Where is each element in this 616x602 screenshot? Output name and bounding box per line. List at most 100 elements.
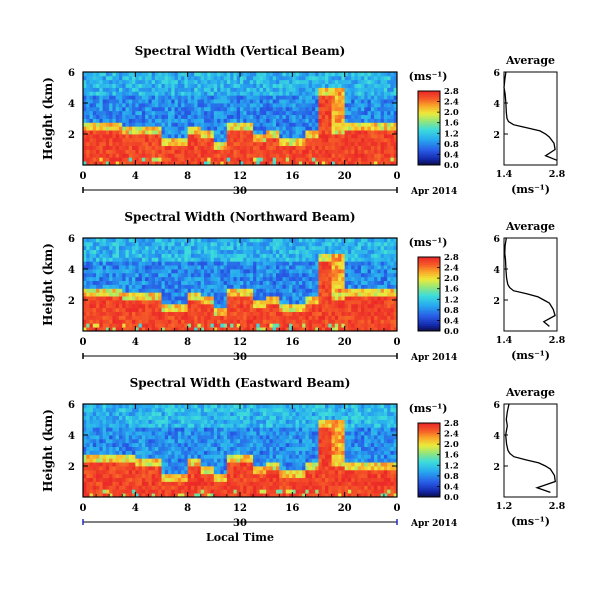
heatmap-cell bbox=[237, 138, 241, 142]
heatmap-cell bbox=[191, 91, 195, 95]
heatmap-cell bbox=[220, 288, 224, 292]
heatmap-cell bbox=[263, 107, 267, 111]
heatmap-cell bbox=[90, 316, 94, 320]
heatmap-cell bbox=[184, 138, 188, 142]
heatmap-cell bbox=[250, 157, 254, 161]
heatmap-cell bbox=[319, 99, 323, 103]
heatmap-cell bbox=[266, 242, 270, 246]
heatmap-cell bbox=[296, 316, 300, 320]
heatmap-cell bbox=[214, 257, 218, 261]
heatmap-cell bbox=[194, 157, 198, 161]
heatmap-cell bbox=[332, 84, 336, 88]
heatmap-cell bbox=[93, 412, 97, 416]
heatmap-cell bbox=[217, 316, 221, 320]
heatmap-cell bbox=[296, 95, 300, 99]
heatmap-cell bbox=[129, 72, 133, 76]
heatmap-cell bbox=[112, 95, 116, 99]
heatmap-cell bbox=[243, 122, 247, 126]
heatmap-cell bbox=[390, 76, 394, 80]
heatmap-cell bbox=[116, 72, 120, 76]
heatmap-cell bbox=[93, 435, 97, 439]
heatmap-cell bbox=[165, 265, 169, 269]
heatmap-cell bbox=[332, 72, 336, 76]
heatmap-cell bbox=[211, 138, 215, 142]
heatmap-cell bbox=[188, 281, 192, 285]
heatmap-cell bbox=[283, 103, 287, 107]
heatmap-cell bbox=[139, 304, 143, 308]
heatmap-cell bbox=[93, 250, 97, 254]
heatmap-cell bbox=[384, 296, 388, 300]
heatmap-cell bbox=[296, 250, 300, 254]
heatmap-cell bbox=[214, 99, 218, 103]
date-label: 30 bbox=[233, 186, 247, 197]
heatmap-cell bbox=[247, 76, 251, 80]
heatmap-cell bbox=[364, 265, 368, 269]
heatmap-cell bbox=[312, 146, 316, 150]
heatmap-cell bbox=[139, 107, 143, 111]
heatmap-cell bbox=[348, 157, 352, 161]
heatmap-cell bbox=[289, 246, 293, 250]
heatmap-cell bbox=[220, 122, 224, 126]
heatmap-cell bbox=[96, 308, 100, 312]
heatmap-cell bbox=[266, 273, 270, 277]
heatmap-cell bbox=[292, 91, 296, 95]
heatmap-cell bbox=[341, 300, 345, 304]
heatmap-cell bbox=[181, 84, 185, 88]
heatmap-cell bbox=[86, 246, 90, 250]
heatmap-cell bbox=[253, 312, 257, 316]
heatmap-cell bbox=[273, 292, 277, 296]
heatmap-cell bbox=[266, 319, 270, 323]
heatmap-cell bbox=[168, 95, 172, 99]
heatmap-cell bbox=[263, 138, 267, 142]
heatmap-cell bbox=[322, 296, 326, 300]
heatmap-cell bbox=[260, 319, 264, 323]
heatmap-cell bbox=[387, 146, 391, 150]
heatmap-cell bbox=[341, 296, 345, 300]
heatmap-cell bbox=[368, 134, 372, 138]
heatmap-cell bbox=[345, 300, 349, 304]
heatmap-cell bbox=[122, 296, 126, 300]
heatmap-cell bbox=[354, 261, 358, 265]
heatmap-cell bbox=[112, 126, 116, 130]
heatmap-cell bbox=[214, 238, 218, 242]
heatmap-cell bbox=[99, 323, 103, 327]
heatmap-cell bbox=[243, 157, 247, 161]
heatmap-cell bbox=[381, 126, 385, 130]
heatmap-cell bbox=[122, 277, 126, 281]
heatmap-cell bbox=[230, 250, 234, 254]
heatmap-cell bbox=[276, 277, 280, 281]
heatmap-cell bbox=[139, 142, 143, 146]
heatmap-cell bbox=[309, 300, 313, 304]
heatmap-cell bbox=[345, 134, 349, 138]
heatmap-cell bbox=[86, 423, 90, 427]
heatmap-cell bbox=[299, 238, 303, 242]
heatmap-cell bbox=[240, 300, 244, 304]
heatmap-cell bbox=[351, 150, 355, 154]
heatmap-cell bbox=[305, 250, 309, 254]
heatmap-cell bbox=[152, 277, 156, 281]
heatmap-cell bbox=[354, 76, 358, 80]
heatmap-cell bbox=[276, 91, 280, 95]
heatmap-cell bbox=[247, 281, 251, 285]
heatmap-cell bbox=[171, 273, 175, 277]
heatmap-cell bbox=[250, 242, 254, 246]
heatmap-cell bbox=[188, 95, 192, 99]
heatmap-cell bbox=[325, 95, 329, 99]
heatmap-cell bbox=[371, 88, 375, 92]
heatmap-cell bbox=[207, 119, 211, 123]
heatmap-cell bbox=[103, 107, 107, 111]
heatmap-cell bbox=[184, 285, 188, 289]
heatmap-cell bbox=[227, 115, 231, 119]
heatmap-cell bbox=[299, 288, 303, 292]
heatmap-cell bbox=[142, 99, 146, 103]
heatmap-cell bbox=[305, 285, 309, 289]
heatmap-cell bbox=[233, 80, 237, 84]
heatmap-cell bbox=[135, 292, 139, 296]
heatmap-cell bbox=[260, 296, 264, 300]
heatmap-cell bbox=[253, 246, 257, 250]
heatmap-cell bbox=[332, 95, 336, 99]
heatmap-cell bbox=[348, 281, 352, 285]
heatmap-cell bbox=[201, 88, 205, 92]
heatmap-cell bbox=[348, 142, 352, 146]
